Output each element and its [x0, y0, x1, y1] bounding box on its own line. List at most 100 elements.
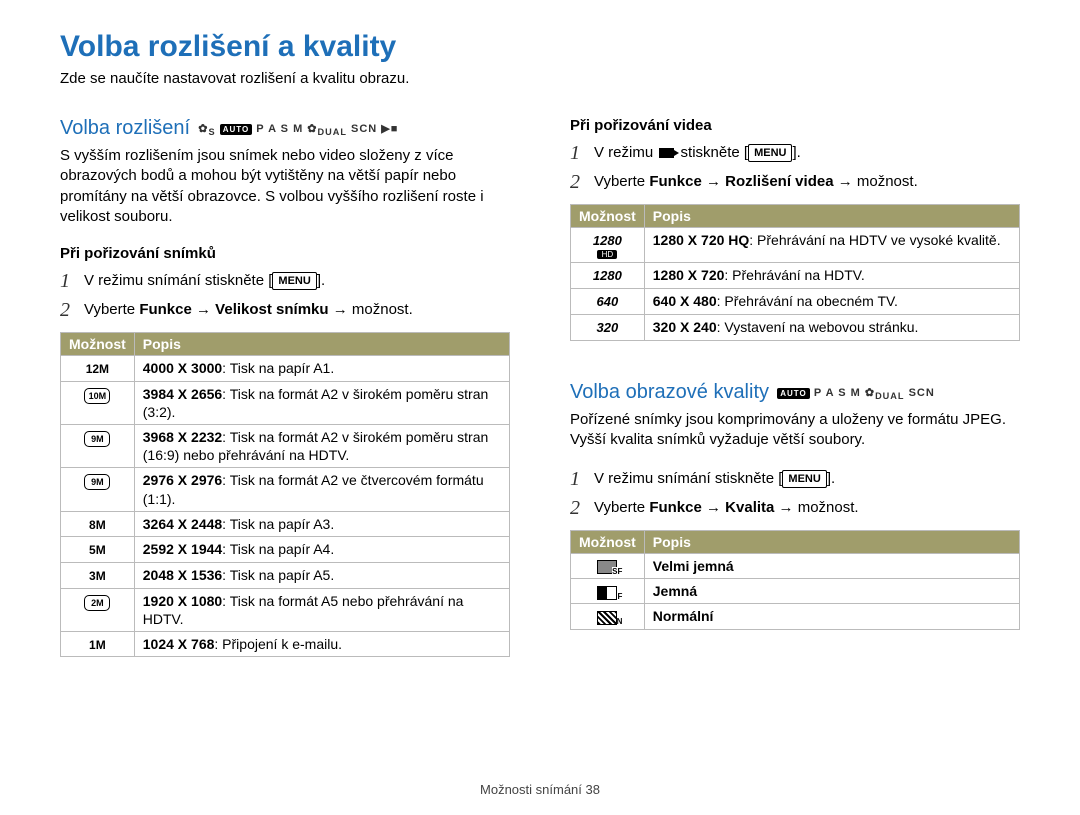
table-row: 8M3264 X 2448: Tisk na papír A3. [61, 511, 510, 537]
step2-post: → možnost. [329, 301, 413, 318]
col-desc: Popis [134, 333, 509, 356]
table-row: Velmi jemná [571, 554, 1020, 579]
video-step1-pre: V režimu [594, 144, 657, 161]
option-desc-cell: 4000 X 3000: Tisk na papír A1. [134, 356, 509, 382]
option-icon-cell: 1280 [571, 262, 645, 288]
option-desc-cell: 3264 X 2448: Tisk na papír A3. [134, 511, 509, 537]
option-desc-cell: 3968 X 2232: Tisk na formát A2 v širokém… [134, 424, 509, 467]
step-number-1: 1 [60, 270, 74, 293]
footer-page-number: 38 [586, 782, 600, 797]
menu-button-label: MENU [782, 470, 826, 489]
page-title: Volba rozlišení a kvality [60, 30, 1020, 64]
option-icon-cell: 12M [61, 356, 135, 382]
table-row: 320320 X 240: Vystavení na webovou strán… [571, 314, 1020, 340]
quality-step-1: 1 V režimu snímání stiskněte [MENU]. [570, 468, 1020, 491]
mode-icons: AUTO P A S M ✿DUAL SCN [773, 387, 935, 399]
step-number-1: 1 [570, 142, 584, 165]
video-subheading: Při pořizování videa [570, 117, 1020, 134]
menu-button-label: MENU [272, 272, 316, 291]
option-desc-cell: 2976 X 2976: Tisk na formát A2 ve čtverc… [134, 468, 509, 511]
video-step1-post: stiskněte [676, 144, 744, 161]
vstep2-arrow1: → [702, 173, 725, 190]
vstep2-b2: Rozlišení videa [725, 173, 833, 190]
option-icon-cell: 9M [61, 468, 135, 511]
qstep2-pre: Vyberte [594, 499, 649, 516]
video-size-table: Možnost Popis 1280HD1280 X 720 HQ: Přehr… [570, 204, 1020, 341]
option-icon-cell: 1M [61, 631, 135, 657]
option-icon-cell: 8M [61, 511, 135, 537]
option-icon-cell: 9M [61, 424, 135, 467]
table-row: 3M2048 X 1536: Tisk na papír A5. [61, 562, 510, 588]
step-number-2: 2 [570, 171, 584, 194]
option-desc-cell: 3984 X 2656: Tisk na formát A2 v širokém… [134, 381, 509, 424]
section-quality-title: Volba obrazové kvality [570, 381, 769, 403]
table-row: 12801280 X 720: Přehrávání na HDTV. [571, 262, 1020, 288]
page-intro: Zde se naučíte nastavovat rozlišení a kv… [60, 70, 1020, 87]
photo-step-1: 1 V režimu snímání stiskněte [MENU]. [60, 270, 510, 293]
step-number-2: 2 [60, 299, 74, 322]
table-row: 9M2976 X 2976: Tisk na formát A2 ve čtve… [61, 468, 510, 511]
vstep2-b1: Funkce [649, 173, 702, 190]
table-row: 640640 X 480: Přehrávání na obecném TV. [571, 288, 1020, 314]
table-row: Jemná [571, 579, 1020, 604]
option-desc-cell: 1920 X 1080: Tisk na formát A5 nebo přeh… [134, 588, 509, 631]
option-icon-cell: 2M [61, 588, 135, 631]
option-icon-cell: 640 [571, 288, 645, 314]
step2-b2: Velikost snímku [215, 301, 328, 318]
mode-icons: ✿S AUTO P A S M ✿DUAL SCN ▶■ [194, 123, 398, 135]
section-quality-header: Volba obrazové kvality AUTO P A S M ✿DUA… [570, 381, 1020, 404]
section-resolution-header: Volba rozlišení ✿S AUTO P A S M ✿DUAL SC… [60, 117, 510, 140]
option-desc-cell: 2592 X 1944: Tisk na papír A4. [134, 537, 509, 563]
video-step-1: 1 V režimu stiskněte [MENU]. [570, 142, 1020, 165]
photo-step-2: 2 Vyberte Funkce → Velikost snímku → mož… [60, 299, 510, 322]
col-desc: Popis [644, 205, 1019, 228]
video-step-2: 2 Vyberte Funkce → Rozlišení videa → mož… [570, 171, 1020, 194]
vstep2-post: → možnost. [834, 173, 918, 190]
option-icon-cell: 5M [61, 537, 135, 563]
step2-arrow1: → [192, 301, 215, 318]
col-desc: Popis [644, 531, 1019, 554]
menu-button-label: MENU [748, 144, 792, 163]
col-option: Možnost [61, 333, 135, 356]
quality-table: Možnost Popis Velmi jemnáJemnáNormální [570, 530, 1020, 630]
option-desc-cell: 2048 X 1536: Tisk na papír A5. [134, 562, 509, 588]
step2-b1: Funkce [139, 301, 192, 318]
option-desc-cell: Normální [644, 604, 1019, 629]
option-desc-cell: 320 X 240: Vystavení na webovou stránku. [644, 314, 1019, 340]
option-icon-cell: 10M [61, 381, 135, 424]
right-column: Při pořizování videa 1 V režimu stisknět… [570, 117, 1020, 677]
qstep2-b1: Funkce [649, 499, 702, 516]
qstep2-b2: Kvalita [725, 499, 774, 516]
qstep1-text: V režimu snímání stiskněte [594, 470, 774, 487]
photo-size-table: Možnost Popis 12M4000 X 3000: Tisk na pa… [60, 332, 510, 657]
option-icon-cell: 320 [571, 314, 645, 340]
page-footer: Možnosti snímání 38 [0, 782, 1080, 797]
table-row: 10M3984 X 2656: Tisk na formát A2 v širo… [61, 381, 510, 424]
qstep2-post: → možnost. [774, 499, 858, 516]
option-icon-cell: 1280HD [571, 228, 645, 263]
table-row: 12M4000 X 3000: Tisk na papír A1. [61, 356, 510, 382]
option-desc-cell: Velmi jemná [644, 554, 1019, 579]
option-icon-cell: 3M [61, 562, 135, 588]
option-icon-cell [571, 604, 645, 629]
footer-label: Možnosti snímání [480, 782, 582, 797]
table-row: 1280HD1280 X 720 HQ: Přehrávání na HDTV … [571, 228, 1020, 263]
option-desc-cell: Jemná [644, 579, 1019, 604]
option-desc-cell: 1280 X 720 HQ: Přehrávání na HDTV ve vys… [644, 228, 1019, 263]
photo-subheading: Při pořizování snímků [60, 245, 510, 262]
option-desc-cell: 640 X 480: Přehrávání na obecném TV. [644, 288, 1019, 314]
step-number-2: 2 [570, 497, 584, 520]
resolution-body: S vyšším rozlišením jsou snímek nebo vid… [60, 146, 510, 227]
option-desc-cell: 1280 X 720: Přehrávání na HDTV. [644, 262, 1019, 288]
step2-pre: Vyberte [84, 301, 139, 318]
table-row: 9M3968 X 2232: Tisk na formát A2 v širok… [61, 424, 510, 467]
option-icon-cell [571, 554, 645, 579]
col-option: Možnost [571, 531, 645, 554]
table-row: 1M1024 X 768: Připojení k e-mailu. [61, 631, 510, 657]
option-desc-cell: 1024 X 768: Připojení k e-mailu. [134, 631, 509, 657]
option-icon-cell [571, 579, 645, 604]
qstep2-arrow1: → [702, 499, 725, 516]
photo-step1-text: V režimu snímání stiskněte [84, 272, 264, 289]
table-row: Normální [571, 604, 1020, 629]
table-row: 2M1920 X 1080: Tisk na formát A5 nebo př… [61, 588, 510, 631]
